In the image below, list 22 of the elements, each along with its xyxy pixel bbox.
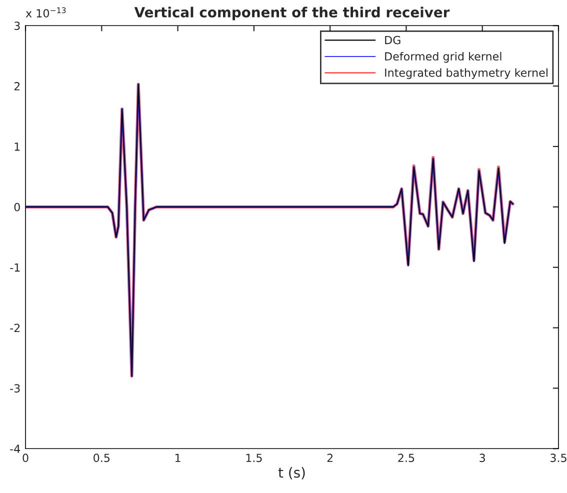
x-tick-label: 1.5	[246, 454, 262, 462]
y-tick-label: -2	[10, 324, 20, 332]
y-tick-label: 1	[14, 142, 20, 151]
x-tick-label: 2	[327, 454, 332, 462]
legend-label: Deformed grid kernel	[385, 52, 502, 63]
chart-title: Vertical component of the third receiver	[134, 6, 450, 20]
y-tick-label: 2	[14, 82, 20, 90]
y-tick-label: -1	[10, 263, 20, 272]
legend-label: DG	[385, 36, 400, 44]
legend-label: Integrated bathymetry kernel	[385, 68, 548, 80]
y-tick-label: 3	[14, 22, 20, 30]
y-tick-label: 0	[14, 202, 20, 212]
x-tick-label: 2.5	[398, 454, 414, 462]
x-tick-label: 1	[175, 454, 180, 462]
x-tick-label: 3	[480, 454, 485, 462]
y-tick-label: -3	[10, 384, 20, 393]
x-tick-label: 0	[22, 454, 28, 462]
x-tick-label: 0.5	[94, 454, 110, 462]
x-axis-title: t (s)	[278, 467, 305, 480]
y-tick-label: -4	[10, 444, 20, 453]
text: x 10$^{−13}$	[26, 7, 66, 18]
x-tick-label: 3.5	[550, 454, 566, 462]
